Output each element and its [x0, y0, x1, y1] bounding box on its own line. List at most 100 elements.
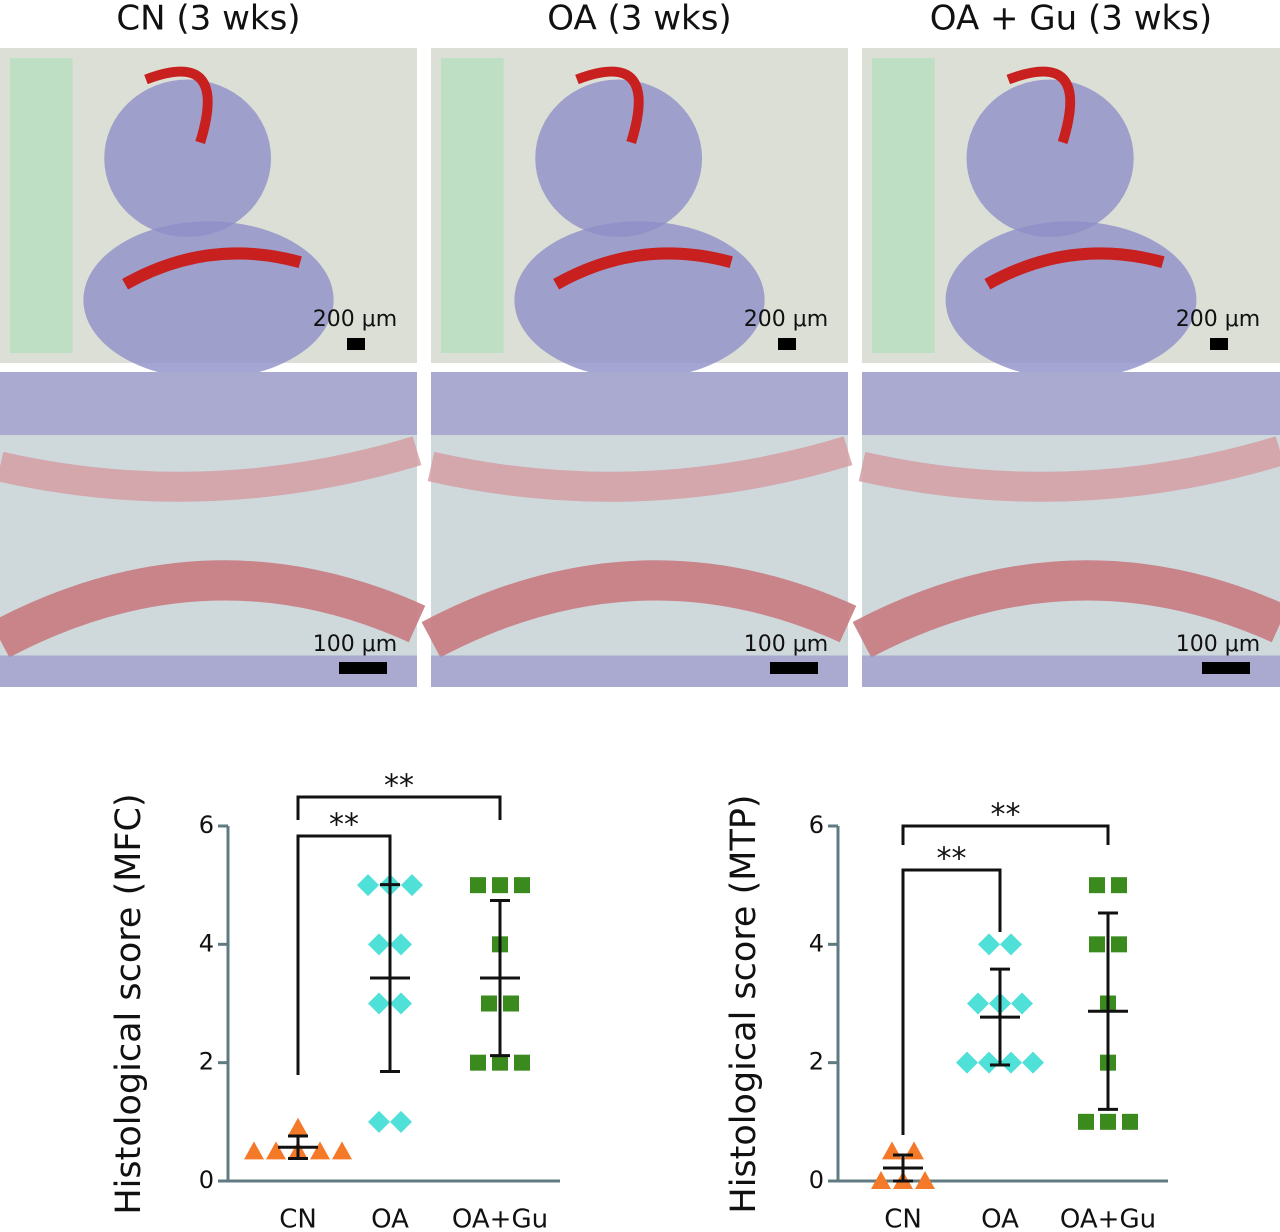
point — [882, 1141, 902, 1160]
significance-bracket — [296, 834, 392, 1075]
green-stain — [10, 58, 73, 353]
significance-label: ** — [937, 842, 967, 877]
point — [1089, 936, 1105, 953]
scale-label: 100 μm — [1176, 632, 1260, 657]
cartilage — [1006, 66, 1076, 144]
cartilage — [421, 560, 857, 658]
cartilage — [427, 436, 853, 502]
point — [1022, 1051, 1044, 1074]
tissue — [83, 221, 334, 379]
x-tick-label: OA — [981, 1205, 1019, 1232]
y-axis-label: Histological score (MTP) — [724, 794, 764, 1213]
point — [470, 877, 486, 894]
tissue — [966, 79, 1134, 237]
tissue — [535, 79, 703, 237]
point — [1122, 1113, 1138, 1130]
point — [978, 933, 1000, 956]
x-tick-label: OA — [371, 1205, 409, 1232]
y-tick-label: 6 — [809, 811, 824, 839]
significance-label: ** — [991, 798, 1021, 833]
green-stain — [872, 58, 935, 353]
point — [470, 1054, 486, 1071]
point — [390, 992, 412, 1015]
x-tick-label: CN — [884, 1205, 922, 1232]
cartilage — [852, 560, 1280, 658]
scale-bar — [347, 338, 365, 350]
cells — [431, 372, 848, 435]
point — [503, 995, 519, 1012]
scale-bar — [339, 662, 387, 674]
point — [1000, 1051, 1022, 1074]
significance-bracket — [296, 795, 502, 820]
green-stain — [441, 58, 504, 353]
cartilage — [858, 436, 1280, 502]
cartilage — [553, 247, 733, 290]
point — [266, 1141, 286, 1160]
point — [390, 1110, 412, 1133]
point — [357, 874, 379, 897]
panel-title: OA (3 wks) — [547, 0, 731, 39]
scale-bar — [1202, 662, 1250, 674]
point — [1011, 992, 1033, 1015]
cartilage — [144, 66, 213, 144]
tissue — [945, 221, 1197, 379]
significance-label: ** — [329, 808, 359, 843]
y-tick-label: 2 — [199, 1048, 214, 1076]
point — [332, 1141, 352, 1160]
cartilage — [575, 66, 644, 144]
point — [1000, 933, 1022, 956]
cartilage — [0, 560, 426, 658]
significance-bracket — [901, 824, 1110, 845]
cartilage — [122, 247, 302, 290]
point — [956, 1051, 978, 1074]
point — [1111, 936, 1127, 953]
point — [244, 1141, 264, 1160]
point — [904, 1141, 924, 1160]
y-tick-label: 0 — [809, 1166, 824, 1194]
point — [481, 995, 497, 1012]
y-axis-label: Histological score (MFC) — [109, 793, 149, 1214]
point — [1089, 877, 1105, 894]
point — [368, 992, 390, 1015]
point — [514, 1054, 530, 1071]
scale-label: 200 μm — [1176, 307, 1260, 332]
cells — [0, 372, 417, 435]
point — [915, 1171, 935, 1189]
point — [871, 1171, 891, 1189]
scale-bar — [778, 338, 796, 350]
y-tick-label: 4 — [199, 929, 214, 957]
y-tick-label: 2 — [809, 1048, 824, 1076]
point — [368, 1110, 390, 1133]
x-tick-label: OA+Gu — [1060, 1205, 1156, 1232]
point — [1078, 1113, 1094, 1130]
panel-title: OA + Gu (3 wks) — [930, 0, 1212, 39]
point — [492, 1054, 508, 1071]
y-tick-label: 6 — [199, 811, 214, 839]
scale-label: 100 μm — [313, 632, 397, 657]
scale-label: 100 μm — [744, 632, 828, 657]
y-tick-label: 0 — [199, 1166, 214, 1194]
cells — [862, 372, 1280, 435]
scale-label: 200 μm — [313, 307, 397, 332]
y-tick-label: 4 — [809, 929, 824, 957]
point — [967, 992, 989, 1015]
cartilage — [984, 247, 1165, 290]
x-tick-label: CN — [279, 1205, 317, 1232]
significance-label: ** — [384, 769, 414, 804]
significance-bracket — [901, 868, 1002, 1135]
scale-bar — [770, 662, 818, 674]
scale-label: 200 μm — [744, 307, 828, 332]
point — [368, 933, 390, 956]
point — [288, 1117, 308, 1136]
tissue — [514, 221, 765, 379]
tissue — [104, 79, 272, 237]
point — [390, 933, 412, 956]
point — [492, 877, 508, 894]
point — [401, 874, 423, 897]
cartilage — [0, 436, 422, 502]
scale-bar — [1210, 338, 1228, 350]
point — [514, 877, 530, 894]
point — [310, 1141, 330, 1160]
panel-title: CN (3 wks) — [116, 0, 300, 39]
